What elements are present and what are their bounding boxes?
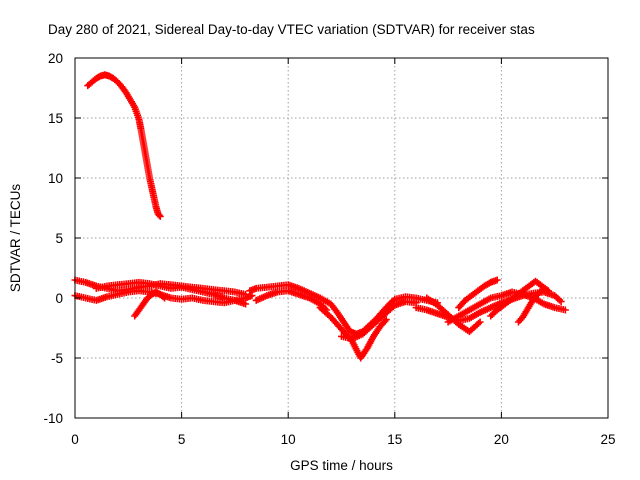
data-point xyxy=(475,319,483,327)
data-series xyxy=(131,288,169,320)
data-point xyxy=(540,286,548,294)
data-point xyxy=(381,317,389,325)
grid xyxy=(75,58,608,418)
chart-title: Day 280 of 2021, Sidereal Day-to-day VTE… xyxy=(48,22,535,37)
x-tick-label: 0 xyxy=(71,432,79,447)
data-series xyxy=(487,277,552,320)
data-series xyxy=(316,304,390,362)
y-tick-label: 15 xyxy=(48,111,63,126)
data-point xyxy=(493,276,501,284)
data-point xyxy=(156,212,164,220)
y-tick-label: -5 xyxy=(51,351,63,366)
x-tick-label: 10 xyxy=(281,432,296,447)
data-point xyxy=(557,298,565,306)
y-tick-label: 0 xyxy=(55,291,63,306)
x-tick-label: 25 xyxy=(600,432,615,447)
x-axis-label: GPS time / hours xyxy=(290,458,393,473)
y-tick-label: 10 xyxy=(48,171,63,186)
data-series xyxy=(92,278,256,304)
data-point xyxy=(242,300,250,308)
plot-frame xyxy=(74,57,609,419)
y-axis-label: SDTVAR / TECUs xyxy=(8,184,23,293)
data-point xyxy=(159,293,167,301)
data-point xyxy=(155,211,163,219)
data-point xyxy=(561,306,569,314)
x-tick-label: 20 xyxy=(494,432,509,447)
x-tick-label: 5 xyxy=(178,432,186,447)
y-tick-label: 20 xyxy=(48,51,63,66)
data-series xyxy=(84,71,164,220)
data-series xyxy=(455,276,501,312)
data-series xyxy=(423,294,484,336)
y-tick-label: -10 xyxy=(43,411,63,426)
data-series xyxy=(514,286,548,326)
data-point xyxy=(476,318,484,326)
x-tick-label: 15 xyxy=(387,432,402,447)
data-series-layer xyxy=(71,71,569,362)
axis-ticks: 0 5 10 15 20 25 -10 -5 0 5 10 15 20 xyxy=(43,51,615,447)
data-series xyxy=(338,298,420,343)
data-series xyxy=(252,287,331,314)
data-point xyxy=(161,294,169,302)
y-tick-label: 5 xyxy=(55,231,63,246)
data-point xyxy=(382,316,390,324)
